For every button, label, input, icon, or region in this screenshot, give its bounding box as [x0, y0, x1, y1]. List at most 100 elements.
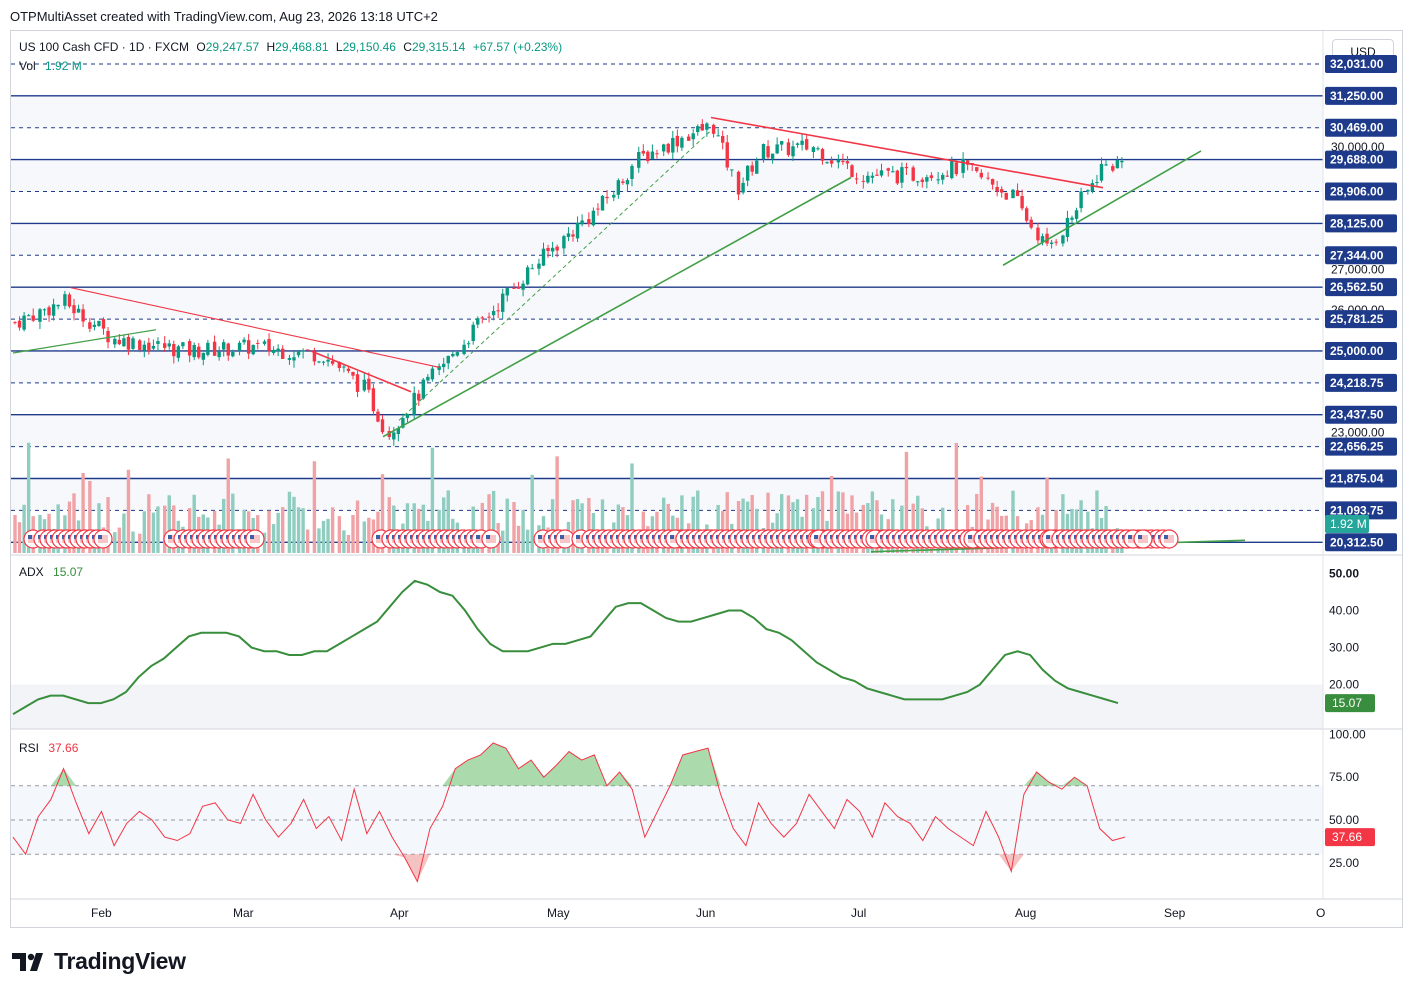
candle-body [251, 344, 255, 355]
candle-body [925, 177, 929, 182]
price-level-tag-bg [1325, 182, 1397, 201]
candle-body [920, 179, 924, 182]
candle-body [1095, 182, 1099, 184]
volume-bar [795, 499, 800, 553]
volume-bar [405, 503, 410, 553]
volume-bar [786, 495, 791, 553]
candle-body [829, 160, 834, 164]
candle-body [612, 194, 616, 198]
candle-body [650, 151, 655, 160]
price-level-tag-bg [1325, 437, 1397, 456]
volume-bar [1045, 477, 1049, 553]
candle-body [56, 304, 60, 307]
volume-bar [281, 507, 285, 553]
volume-bar [262, 532, 267, 553]
high-value: 29,468.81 [275, 40, 329, 54]
flag-icon-canton [476, 535, 480, 539]
level-band [11, 159, 1323, 192]
flag-icon-canton [1046, 535, 1050, 539]
flag-icon-stripes [476, 535, 486, 543]
volume-label: Vol [19, 59, 36, 73]
candle-body [17, 320, 22, 328]
volume-bar [380, 474, 385, 553]
flag-icon-stripes [576, 535, 586, 543]
candle-body [430, 368, 435, 380]
rsi-axis-tick: 25.00 [1329, 856, 1359, 870]
flag-icon-stripes [98, 535, 108, 543]
volume-bar [430, 447, 435, 553]
candle-body [1074, 210, 1079, 219]
flag-icon-canton [576, 535, 580, 539]
volume-bar [13, 515, 17, 553]
candle-body [351, 371, 355, 376]
candle-body [426, 376, 430, 381]
flag-icon-canton [486, 535, 490, 539]
price-level-tag: 22,656.25 [1330, 440, 1384, 454]
price-level-tag: 32,031.00 [1330, 57, 1384, 71]
candle-body [725, 142, 729, 168]
flag-icon-canton [250, 535, 254, 539]
chart-svg[interactable]: 50.00 40.00 30.00 20.00 15.07 100.00 75.00 50.… [11, 31, 1402, 927]
volume-bar [630, 463, 634, 553]
candle-body [312, 351, 317, 362]
volume-bar [342, 530, 346, 553]
candle-body [587, 219, 591, 225]
volume-bar [575, 499, 580, 553]
candle-body [246, 340, 251, 354]
x-axis-tick: Apr [390, 906, 409, 920]
candle-body [791, 146, 795, 157]
candle-body [106, 330, 110, 343]
candle-body [337, 362, 342, 368]
flag-icon-canton [98, 535, 102, 539]
adx-axis-tick: 30.00 [1329, 641, 1359, 655]
volume-bar [580, 503, 584, 553]
chart-header: OTPMultiAsset created with TradingView.c… [10, 9, 438, 24]
price-level-tag: 26,562.50 [1330, 280, 1384, 294]
volume-bar [267, 510, 271, 553]
candle-body [67, 294, 72, 307]
flag-icon-stripes [1046, 535, 1056, 543]
candle-body [965, 160, 970, 165]
candle-body [292, 357, 296, 361]
candle-body [516, 286, 521, 289]
x-axis-tick: Feb [91, 906, 112, 920]
rsi-value-tag: 37.66 [1332, 830, 1362, 844]
volume-bar [900, 505, 904, 553]
volume-bar [1095, 490, 1099, 553]
symbol-name[interactable]: US 100 Cash CFD · 1D · FXCM [19, 40, 190, 54]
price-level-tag-bg [1325, 246, 1397, 265]
candle-body [605, 196, 609, 199]
volume-bar [326, 518, 330, 553]
volume-bar [600, 499, 605, 553]
candle-body [512, 287, 516, 289]
close-value: 29,315.14 [411, 40, 466, 54]
candle-body [730, 169, 734, 171]
volume-bar [412, 503, 416, 553]
candle-body [222, 342, 226, 350]
volume-bar [296, 507, 301, 553]
candle-body [342, 366, 346, 368]
volume-bar [330, 507, 335, 553]
volume-bar [866, 503, 870, 553]
candle-body [990, 179, 995, 185]
candle-body [825, 162, 829, 164]
candle-body [172, 344, 176, 357]
candle-body [641, 150, 645, 154]
volume-bar [446, 490, 450, 553]
flag-icon-stripes [1128, 535, 1138, 543]
volume-bar [226, 458, 230, 553]
candle-body [911, 167, 915, 181]
candle-body [417, 393, 421, 401]
level-band [11, 414, 1323, 447]
flag-icon-canton [1164, 535, 1168, 539]
volume-bar [271, 524, 276, 553]
chart-frame[interactable]: USD 50.00 40.00 30.00 20.00 15.07 100.00 75.0… [10, 30, 1403, 928]
candle-body [1045, 233, 1049, 244]
volume-bar [550, 499, 555, 553]
adx-value-tag-bg [1325, 694, 1375, 713]
tradingview-logo[interactable]: TradingView [12, 948, 186, 975]
volume-bar [616, 504, 621, 553]
candle-body [646, 151, 650, 162]
candle-body [131, 338, 135, 349]
candle-body [675, 135, 680, 147]
